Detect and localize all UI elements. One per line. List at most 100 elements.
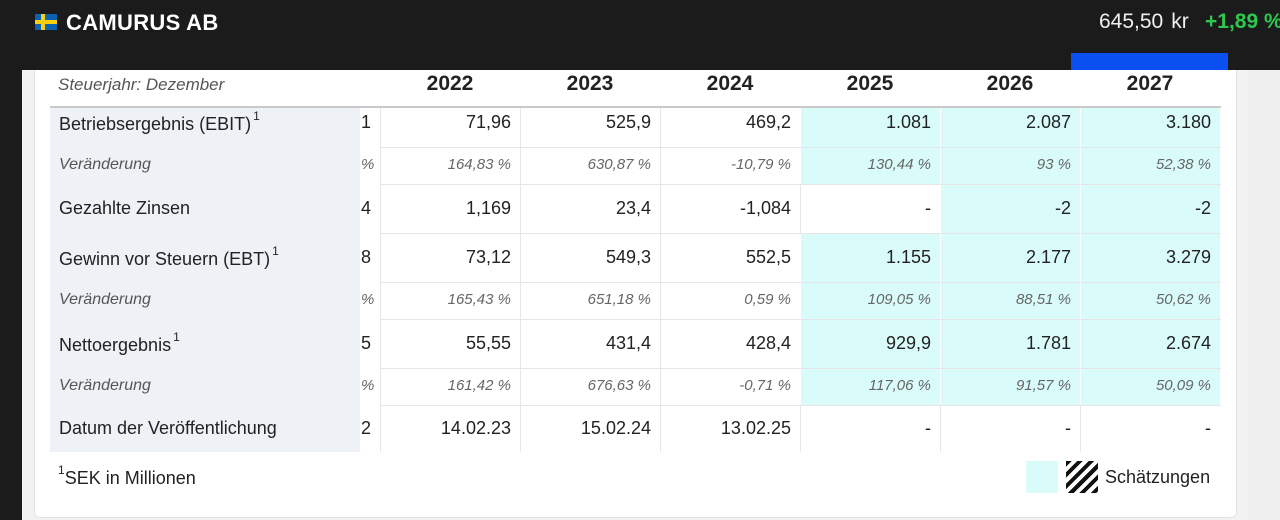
cell-value: 431,4: [605, 333, 651, 353]
right-rail: [1248, 70, 1280, 520]
row-label-text: Datum der Veröffentlichung: [59, 418, 277, 438]
cell-value: -10,79 %: [730, 156, 791, 173]
active-tab-indicator[interactable]: [1071, 53, 1228, 70]
price-change: +1,89 %: [1205, 10, 1280, 33]
value-cell-2026: 2.087: [940, 108, 1080, 148]
row-label: Gezahlte Zinsen: [59, 198, 190, 219]
value-cell-2022: 164,83 %: [380, 148, 520, 185]
row-divider: [380, 233, 1221, 234]
value-cell-2022: 71,96: [380, 108, 520, 148]
estimate-legend-swatch: [1026, 461, 1058, 493]
estimate-legend-label: Schätzungen: [1105, 467, 1211, 487]
cell-value: 0,59 %: [744, 291, 791, 308]
cell-value: 549,3: [605, 247, 651, 267]
cell-value: 2.674: [1165, 333, 1211, 353]
footnote: 1SEK in Millionen: [58, 463, 196, 489]
value-cell-2026: 93 %: [940, 148, 1080, 185]
value-cell-2023: 525,9: [520, 108, 660, 148]
cell-value: -: [1205, 418, 1211, 438]
row-divider: [380, 319, 1221, 320]
cell-value: 469,2: [745, 112, 791, 132]
cell-value: -: [925, 418, 931, 438]
row-unit: 2: [361, 418, 372, 438]
row-label-text: Gezahlte Zinsen: [59, 198, 191, 218]
table-row: Veränderung% 161,42 % 676,63 % -0,71 % 117,0…: [50, 369, 1221, 406]
year-header-2026: 2026: [986, 72, 1034, 95]
row-label: Veränderung: [59, 156, 151, 174]
row-divider: [380, 147, 1221, 148]
company-name[interactable]: CAMURUS AB: [66, 10, 219, 35]
year-header-2025: 2025: [846, 72, 894, 95]
left-rail: [0, 70, 22, 520]
table-row: Nettoergebnis 1 5 55,55 431,4 428,4 929,9 1.781…: [50, 320, 1221, 369]
table-row: Veränderung% 164,83 % 630,87 % -10,79 % 130,…: [50, 148, 1221, 185]
row-unit: 5: [361, 333, 372, 353]
hatch-pattern-icon: [1066, 461, 1098, 493]
row-label-text: Veränderung: [59, 291, 151, 308]
row-unit: %: [361, 291, 375, 308]
cell-value: 91,57 %: [1015, 377, 1071, 394]
cell-value: 117,06 %: [868, 377, 931, 394]
value-cell-2026: -2: [940, 185, 1080, 234]
year-header-2027: 2027: [1126, 72, 1174, 95]
table-row: Gewinn vor Steuern (EBT) 1 8 73,12 549,3 552,…: [50, 234, 1221, 283]
value-cell-2023: 630,87 %: [520, 148, 660, 185]
cell-value: 73,12: [465, 247, 511, 267]
row-label: Veränderung: [59, 377, 151, 395]
cell-value: 676,63 %: [587, 377, 651, 394]
cell-value: -0,71 %: [739, 377, 791, 394]
cell-value: -: [1065, 418, 1071, 438]
value-cell-2025: -: [800, 185, 940, 234]
value-cell-2024: 552,5: [660, 234, 800, 283]
cell-value: 13.02.25: [720, 418, 791, 438]
footnote-marker: 1: [173, 330, 180, 344]
year-header-2024: 2024: [706, 72, 754, 95]
value-cell-2026: -: [940, 406, 1080, 452]
value-cell-2024: 13.02.25: [660, 406, 800, 452]
cell-value: 1.781: [1025, 333, 1071, 353]
cell-value: 55,55: [465, 333, 511, 353]
row-label: Gewinn vor Steuern (EBT) 1: [59, 244, 279, 270]
row-label: Betriebsergebnis (EBIT) 1: [59, 109, 260, 135]
cell-value: 15.02.24: [580, 418, 651, 438]
row-divider: [380, 184, 1221, 185]
row-divider: [380, 368, 1221, 369]
cell-value: 165,43 %: [447, 291, 511, 308]
row-unit: %: [361, 377, 375, 394]
value-cell-2022: 55,55: [380, 320, 520, 369]
row-label-text: Veränderung: [59, 377, 151, 394]
fiscal-year-label: Steuerjahr: Dezember: [58, 75, 225, 94]
row-label-cell: Nettoergebnis 1: [50, 320, 360, 369]
value-cell-2022: 165,43 %: [380, 283, 520, 320]
cell-value: 14.02.23: [440, 418, 511, 438]
cell-value: 929,9: [885, 333, 931, 353]
value-cell-2024: 469,2: [660, 108, 800, 148]
value-cell-2027: 50,62 %: [1080, 283, 1220, 320]
value-cell-2027: 2.674: [1080, 320, 1220, 369]
row-label-text: Betriebsergebnis (EBIT): [59, 114, 252, 134]
value-cell-2026: 1.781: [940, 320, 1080, 369]
row-label-cell: Datum der Veröffentlichung: [50, 406, 360, 452]
footnote-text: SEK in Millionen: [64, 468, 196, 488]
row-unit: 1: [361, 112, 372, 132]
scrollbar-thumb[interactable]: [1251, 50, 1277, 70]
row-label: Nettoergebnis 1: [59, 330, 180, 356]
value-cell-2026: 88,51 %: [940, 283, 1080, 320]
cell-value: 109,05 %: [867, 291, 931, 308]
value-cell-2027: 50,09 %: [1080, 369, 1220, 406]
row-label-cell: Veränderung: [50, 148, 360, 185]
cell-value: 651,18 %: [587, 291, 651, 308]
cell-value: -: [925, 198, 931, 218]
cell-value: 161,42 %: [447, 377, 511, 394]
table-row: Betriebsergebnis (EBIT) 1 1 71,96 525,9 469,2…: [50, 108, 1221, 148]
row-label-cell: Gewinn vor Steuern (EBT) 1: [50, 234, 360, 283]
top-bar: CAMURUS AB 645,50 kr +1,89 %: [0, 0, 1280, 70]
cell-value: 630,87 %: [587, 156, 651, 173]
row-label: Veränderung: [59, 291, 151, 309]
value-cell-2025: 109,05 %: [800, 283, 940, 320]
value-cell-2024: 428,4: [660, 320, 800, 369]
value-cell-2022: 73,12: [380, 234, 520, 283]
row-unit: %: [361, 156, 375, 173]
value-cell-2027: -2: [1080, 185, 1220, 234]
row-label: Datum der Veröffentlichung: [59, 418, 277, 439]
